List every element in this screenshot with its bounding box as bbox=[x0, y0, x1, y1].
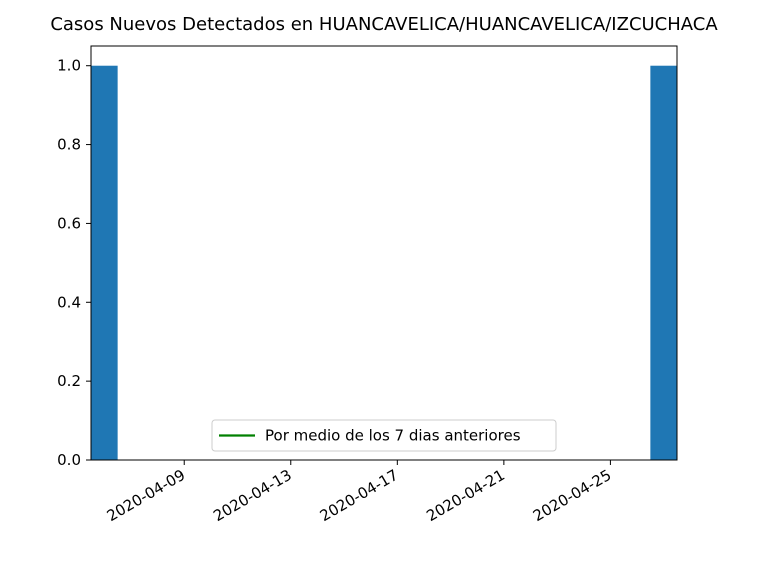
legend-label: Por medio de los 7 dias anteriores bbox=[265, 427, 521, 445]
y-tick-label: 0.4 bbox=[57, 293, 81, 311]
plot-frame bbox=[90, 45, 678, 461]
x-tick-label: 2020-04-17 bbox=[317, 466, 402, 525]
bar-2020-04-06 bbox=[91, 65, 118, 460]
x-tick-label: 2020-04-25 bbox=[530, 466, 615, 525]
x-tick-label: 2020-04-13 bbox=[210, 466, 295, 525]
y-tick-label: 1.0 bbox=[57, 57, 81, 75]
x-tick-label: 2020-04-21 bbox=[423, 466, 508, 525]
bar-2020-04-27 bbox=[650, 65, 677, 460]
y-tick-label: 0.8 bbox=[57, 136, 81, 154]
y-tick-label: 0.2 bbox=[57, 372, 81, 390]
legend-box bbox=[211, 419, 557, 452]
y-tick-label: 0.6 bbox=[57, 214, 81, 232]
x-tick-label: 2020-04-09 bbox=[104, 466, 189, 525]
chart-title: Casos Nuevos Detectados en HUANCAVELICA/… bbox=[50, 14, 718, 35]
y-tick-label: 0.0 bbox=[57, 451, 81, 469]
